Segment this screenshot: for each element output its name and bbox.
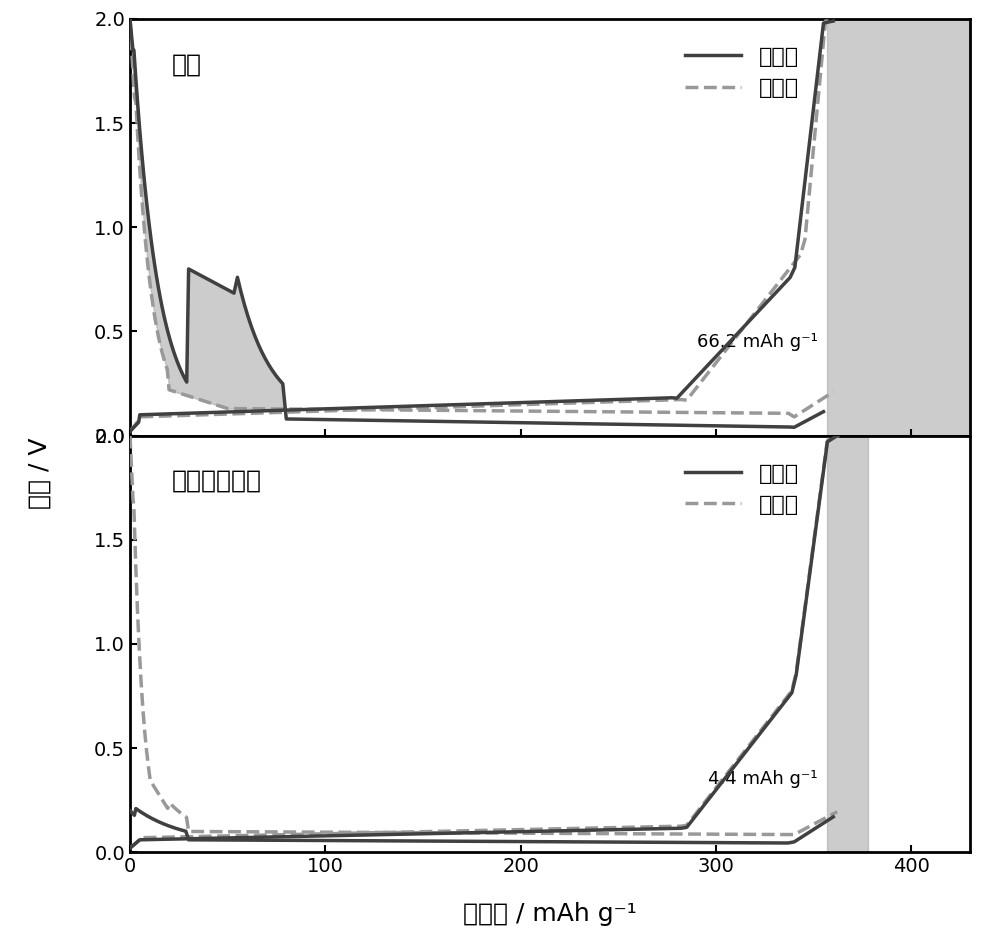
Text: 石墨: 石墨 — [172, 52, 202, 77]
Text: 66.2 mAh g⁻¹: 66.2 mAh g⁻¹ — [697, 332, 818, 351]
Bar — [827, 436, 868, 852]
X-axis label: 比容量 / mAh g⁻¹: 比容量 / mAh g⁻¹ — [463, 902, 637, 926]
Legend: 第一周, 第二周: 第一周, 第二周 — [676, 39, 808, 107]
Bar — [827, 19, 970, 436]
Text: 电压 / V: 电压 / V — [28, 438, 52, 509]
Legend: 第一周, 第二周: 第一周, 第二周 — [676, 456, 808, 524]
Text: 锂化后的石墨: 锂化后的石墨 — [172, 469, 262, 493]
Text: 4.4 mAh g⁻¹: 4.4 mAh g⁻¹ — [708, 770, 818, 789]
